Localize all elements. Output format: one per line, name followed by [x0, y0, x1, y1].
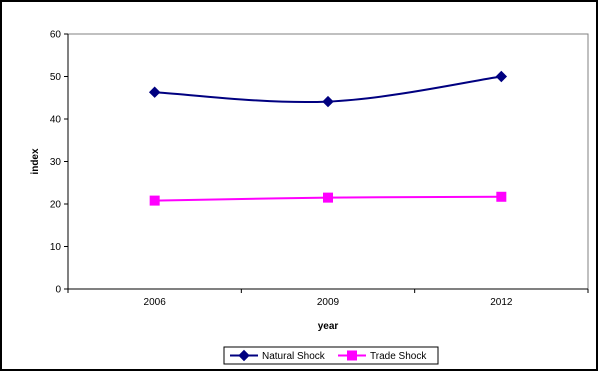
y-axis: 0 10 20 30 40 50 60	[50, 30, 69, 296]
series-trade-shock	[149, 191, 507, 206]
x-axis-title: year	[318, 321, 339, 332]
data-point	[496, 191, 507, 202]
plot-area	[67, 33, 589, 290]
y-tick-label: 40	[50, 115, 62, 126]
y-tick-label: 20	[50, 200, 62, 211]
data-point	[322, 95, 334, 108]
legend-marker	[238, 349, 250, 362]
x-tick-label: 2006	[144, 297, 167, 308]
legend: Natural Shock Trade Shock	[223, 346, 439, 365]
data-point	[323, 192, 333, 203]
data-point	[495, 70, 508, 83]
y-tick-label: 60	[50, 30, 62, 41]
series-layer	[148, 70, 508, 206]
legend-box	[223, 346, 439, 365]
x-tick-label: 2012	[490, 297, 513, 308]
plot-border	[67, 33, 589, 290]
x-tick-label: 2009	[317, 297, 340, 308]
series-natural-shock	[148, 70, 508, 108]
data-point	[149, 195, 160, 206]
legend-label: Trade Shock	[370, 351, 427, 362]
y-tick-label: 0	[55, 285, 61, 296]
legend-marker	[347, 350, 357, 361]
line-chart: 0 10 20 30 40 50 60 2006 2009 2012 year index Na…	[30, 30, 589, 365]
legend-item: Natural Shock	[230, 349, 326, 362]
x-axis: 2006 2009 2012	[67, 288, 589, 308]
y-axis-title: index	[30, 148, 41, 175]
y-tick-label: 50	[50, 72, 62, 83]
legend-item: Trade Shock	[338, 350, 427, 362]
data-point	[148, 86, 161, 98]
y-tick-label: 10	[50, 242, 62, 253]
y-tick-label: 30	[50, 157, 62, 168]
legend-label: Natural Shock	[262, 351, 326, 362]
